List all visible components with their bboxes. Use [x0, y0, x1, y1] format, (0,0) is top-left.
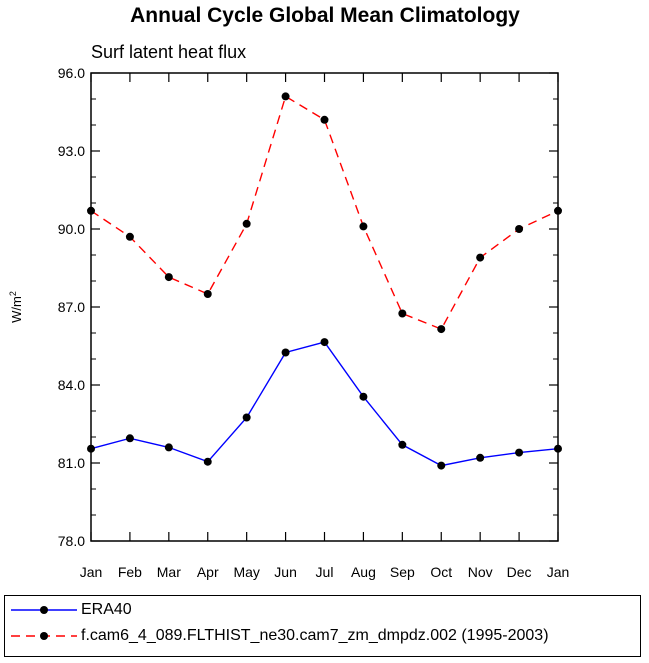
y-tick-label: 84.0 [58, 377, 85, 393]
legend-item-era40: ERA40 [5, 598, 640, 622]
x-tick-label: Dec [507, 564, 532, 580]
series-0-point [320, 338, 329, 347]
plot-frame [90, 72, 559, 542]
series-1-point [87, 206, 95, 215]
series-1-point [281, 92, 290, 101]
series-0-point [242, 413, 251, 422]
series-1-point [554, 206, 562, 215]
y-tick-label: 87.0 [58, 299, 85, 315]
y-axis: 78.0 81.0 84.0 87.0 90.0 93.0 96.0 [58, 65, 558, 549]
x-tick-label: Jun [274, 564, 297, 580]
x-axis: Jan Feb Mar Apr May Jun Jul Aug Sep Oct Nov Dec Jan [80, 73, 570, 580]
series-0-point [125, 434, 134, 443]
series-line-1 [90, 95, 559, 330]
y-tick-label: 78.0 [58, 533, 85, 549]
x-tick-label: Jul [316, 564, 334, 580]
series-0-point [515, 448, 524, 457]
series-1-point [164, 273, 173, 282]
series-line-0 [90, 341, 559, 467]
x-tick-label: Jan [547, 564, 570, 580]
legend-item-model: f.cam6_4_089.FLTHIST_ne30.cam7_zm_dmpdz.… [5, 624, 640, 648]
y-tick-label: 96.0 [58, 65, 85, 81]
chart-title: Annual Cycle Global Mean Climatology [130, 4, 520, 27]
legend: ERA40 f.cam6_4_089.FLTHIST_ne30.cam7_zm_… [4, 595, 641, 657]
series-0-point [281, 348, 290, 357]
series-1-point [515, 225, 524, 233]
legend-line-model [11, 632, 77, 640]
series-1-point [242, 219, 251, 228]
series-1-point [320, 115, 329, 124]
x-tick-label: Aug [351, 564, 376, 580]
series-0-point [398, 440, 407, 449]
series-0-point [554, 444, 562, 453]
line-chart: Annual Cycle Global Mean Climatology Sur… [8, 4, 570, 580]
series-0-point [359, 392, 368, 401]
series-1-point [359, 222, 368, 231]
legend-line-era40 [11, 606, 77, 614]
series-1-point [476, 253, 485, 262]
series-0-point [476, 453, 485, 462]
series-0-point [437, 461, 446, 470]
series-1-point [203, 290, 212, 298]
chart-subtitle: Surf latent heat flux [91, 42, 246, 62]
series-layer [87, 92, 562, 470]
y-tick-label: 93.0 [58, 143, 85, 159]
y-tick-label: 90.0 [58, 221, 85, 237]
series-0-point [164, 443, 173, 452]
x-tick-label: Mar [157, 564, 181, 580]
x-tick-label: Jan [80, 564, 103, 580]
x-tick-label: Sep [390, 564, 415, 580]
x-tick-label: Nov [468, 564, 493, 580]
y-axis-label: W/m2 [8, 291, 24, 323]
legend-label-model: f.cam6_4_089.FLTHIST_ne30.cam7_zm_dmpdz.… [81, 627, 549, 644]
x-tick-label: Oct [430, 564, 452, 580]
series-0-point [87, 444, 95, 453]
x-tick-label: Apr [197, 564, 219, 580]
x-tick-label: Feb [118, 564, 142, 580]
y-tick-label: 81.0 [58, 455, 85, 471]
series-1-point [398, 309, 407, 318]
series-0-point [203, 457, 212, 466]
legend-label-era40: ERA40 [81, 601, 132, 618]
x-tick-label: May [233, 564, 259, 580]
series-1-point [437, 325, 446, 334]
series-1-point [125, 232, 134, 241]
